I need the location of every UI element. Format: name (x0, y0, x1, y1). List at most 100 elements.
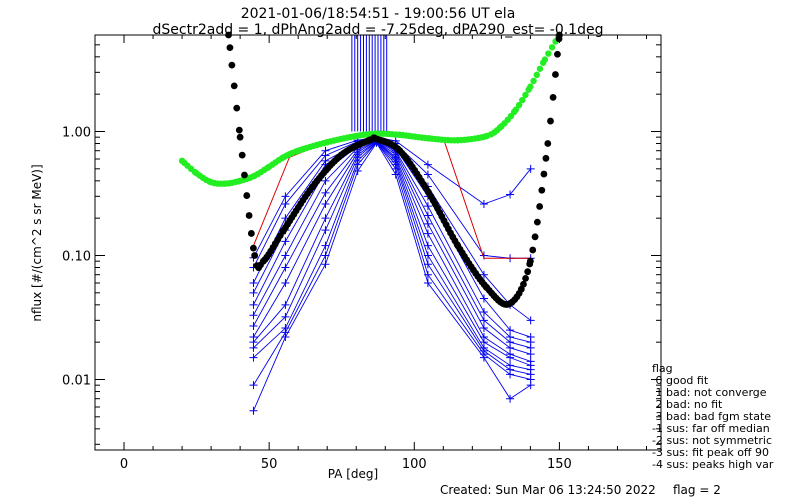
black-fit-dot-13 (251, 252, 259, 259)
black-fit-dot-4 (233, 104, 241, 112)
black-fit-dot-12 (250, 244, 257, 252)
green-fit-dot-118 (522, 91, 529, 99)
series-line-10 (253, 141, 531, 375)
black-fit-dot-152 (540, 170, 548, 178)
series-2-point-0 (249, 278, 258, 287)
series-6-point-1 (281, 263, 290, 272)
series-12-point-1 (281, 333, 290, 342)
green-fit-dot-115 (512, 106, 520, 113)
fit-curves-group (178, 31, 563, 308)
y-tick-label-1: 0.10 (62, 249, 91, 264)
series-5-point-6 (423, 211, 432, 220)
series-10-point-0 (249, 353, 258, 362)
legend-entry-5: -2 sus: not symmetric (652, 434, 772, 447)
plot-frame (94, 34, 662, 451)
black-fit-dot-3 (230, 82, 238, 90)
series-line-6 (253, 140, 531, 355)
series-0-point-6 (423, 160, 432, 169)
black-fit-dot-151 (538, 186, 546, 194)
series-12-point-0 (249, 406, 258, 415)
chart-title-line1: 2021-01-06/18:54:51 - 19:00:56 UT ela (241, 6, 516, 22)
series-8-point-2 (321, 214, 330, 223)
series-5-point-2 (321, 176, 330, 185)
green-fit-dot-125 (541, 56, 549, 63)
green-fit-dot-127 (548, 44, 556, 51)
series-line-12 (253, 142, 531, 411)
series-11-point-0 (249, 381, 258, 390)
series-3-point-0 (249, 288, 258, 297)
series-9-point-0 (249, 343, 258, 352)
series-0-point-9 (526, 164, 535, 173)
series-7-point-6 (423, 229, 432, 238)
series-11-point-8 (506, 370, 515, 379)
x-tick-label-3: 150 (547, 457, 572, 472)
series-6-point-6 (423, 219, 432, 228)
green-fit-dot-120 (527, 83, 534, 90)
x-tick-label-1: 50 (261, 457, 278, 472)
series-1-point-1 (281, 200, 290, 209)
series-8-point-6 (423, 241, 432, 250)
series-6-point-2 (321, 188, 330, 197)
black-fit-dot-5 (235, 126, 243, 134)
series-4-point-6 (423, 202, 432, 211)
black-fit-dot-1 (226, 44, 234, 52)
green-fit-dot-126 (545, 50, 552, 57)
black-fit-dot-10 (245, 212, 253, 219)
black-fit-dot-157 (552, 71, 559, 78)
series-4-point-7 (479, 308, 488, 317)
chart-title-line2: dSectr2add = 1, dPhAng2add = -7.25deg, d… (153, 22, 604, 38)
series-8-point-1 (281, 300, 290, 309)
series-4-point-0 (249, 300, 258, 309)
black-fit-dot-7 (238, 151, 246, 159)
series-9-point-2 (321, 226, 330, 235)
series-line-5 (253, 139, 531, 349)
series-4-point-1 (281, 237, 290, 246)
green-fit-dot-116 (515, 101, 523, 109)
y-tick-label-2: 1.00 (62, 125, 91, 140)
y-axis-label: nflux [#/(cm^2 s sr MeV)] (30, 164, 44, 321)
y-tick-label-0: 0.01 (62, 373, 91, 388)
series-line-9 (253, 140, 531, 371)
legend: flag 0 good fit 1 bad: not converge 2 ba… (652, 362, 774, 471)
black-fit-dot-148 (531, 233, 539, 241)
black-fit-dot-6 (236, 133, 244, 141)
black-fit-dot-11 (247, 230, 255, 237)
black-fit-dot-155 (547, 117, 554, 125)
black-fit-dot-156 (549, 93, 557, 101)
series-10-point-6 (423, 260, 432, 269)
series-9-point-1 (281, 312, 290, 321)
green-fit-dot-123 (536, 65, 544, 72)
series-0-point-7 (479, 200, 488, 209)
series-line-4 (253, 139, 531, 343)
series-12-point-5 (391, 170, 400, 179)
series-2-point-9 (526, 316, 535, 325)
series-12-point-2 (321, 260, 330, 269)
black-fit-dot-9 (243, 192, 251, 199)
series-6-point-0 (249, 322, 258, 330)
series-8-point-8 (506, 353, 515, 362)
series-6-point-9 (526, 350, 535, 359)
series-12-point-8 (506, 394, 515, 403)
black-fit-dot-147 (529, 246, 537, 254)
legend-entry-1: 1 bad: not converge (652, 386, 767, 399)
black-fit-dot-154 (544, 140, 552, 147)
axes-group: 0 50 100 150 0.01 0.10 1.00 (62, 34, 661, 472)
legend-entry-0: 0 good fit (652, 374, 709, 387)
black-fit-dot-153 (542, 154, 550, 162)
black-fit-dot-158 (554, 50, 561, 58)
x-axis-label: PA [deg] (328, 467, 378, 481)
series-7-point-2 (321, 200, 330, 209)
legend-entry-4: -1 sus: far off median (652, 422, 770, 435)
series-2-point-7 (479, 270, 488, 279)
series-0-point-1 (281, 192, 290, 201)
series-10-point-2 (321, 241, 330, 250)
black-fit-dot-2 (228, 61, 236, 69)
series-0-point-8 (506, 190, 515, 199)
data-series-group (249, 35, 535, 415)
series-5-point-0 (249, 311, 258, 320)
series-1-point-6 (423, 170, 432, 179)
series-7-point-1 (281, 278, 290, 287)
black-fit-dot-142 (520, 280, 527, 288)
legend-entry-6: -3 sus: fit peak off 90 (652, 446, 769, 459)
